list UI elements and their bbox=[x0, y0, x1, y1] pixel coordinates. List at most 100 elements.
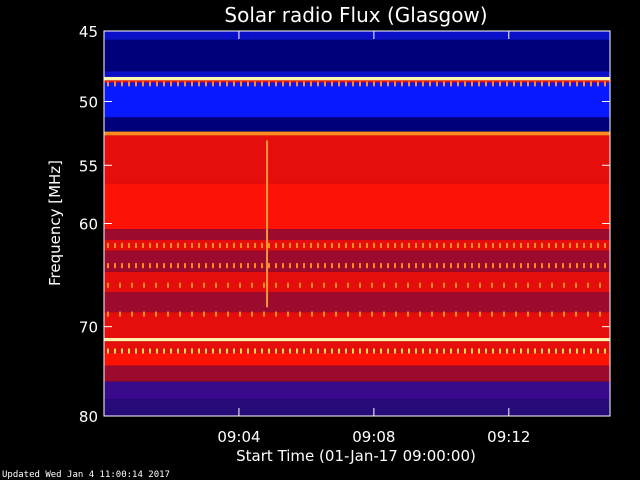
interference-mark bbox=[163, 348, 165, 354]
interference-mark bbox=[371, 282, 373, 288]
interference-row-4 bbox=[107, 311, 601, 317]
interference-mark bbox=[401, 263, 403, 269]
interference-mark bbox=[419, 282, 421, 288]
interference-mark bbox=[527, 311, 529, 317]
interference-mark bbox=[485, 263, 487, 269]
interference-mark bbox=[380, 263, 382, 269]
interference-mark bbox=[191, 242, 193, 248]
interference-mark bbox=[373, 81, 375, 87]
interference-mark bbox=[380, 81, 382, 87]
interference-mark bbox=[203, 311, 205, 317]
interference-mark bbox=[163, 81, 165, 87]
interference-mark bbox=[429, 81, 431, 87]
interference-mark bbox=[191, 282, 193, 288]
interference-mark bbox=[443, 263, 445, 269]
frequency-band-12 bbox=[104, 240, 610, 251]
interference-mark bbox=[303, 81, 305, 87]
interference-mark bbox=[299, 311, 301, 317]
interference-mark bbox=[597, 81, 599, 87]
interference-mark bbox=[520, 263, 522, 269]
frequency-band-21 bbox=[104, 381, 610, 400]
interference-mark bbox=[352, 81, 354, 87]
interference-mark bbox=[394, 348, 396, 354]
interference-mark bbox=[149, 263, 151, 269]
interference-mark bbox=[198, 242, 200, 248]
x-axis: 09:04 09:08 09:12 bbox=[217, 31, 530, 446]
interference-mark bbox=[198, 81, 200, 87]
interference-mark bbox=[380, 348, 382, 354]
interference-mark bbox=[407, 311, 409, 317]
interference-mark bbox=[555, 81, 557, 87]
interference-mark bbox=[464, 263, 466, 269]
interference-mark bbox=[587, 311, 589, 317]
interference-mark bbox=[114, 263, 116, 269]
interference-mark bbox=[387, 263, 389, 269]
interference-mark bbox=[562, 263, 564, 269]
frequency-band-18 bbox=[104, 341, 610, 353]
interference-mark bbox=[583, 348, 585, 354]
interference-mark bbox=[149, 81, 151, 87]
interference-mark bbox=[359, 263, 361, 269]
interference-mark bbox=[450, 263, 452, 269]
frequency-band-5 bbox=[104, 82, 610, 118]
interference-mark bbox=[163, 263, 165, 269]
interference-mark bbox=[184, 263, 186, 269]
interference-mark bbox=[205, 242, 207, 248]
interference-mark bbox=[347, 311, 349, 317]
interference-mark bbox=[323, 311, 325, 317]
y-tick-label: 50 bbox=[79, 94, 98, 112]
interference-mark bbox=[177, 263, 179, 269]
interference-mark bbox=[263, 311, 265, 317]
interference-mark bbox=[499, 348, 501, 354]
interference-mark bbox=[569, 348, 571, 354]
interference-mark bbox=[170, 348, 172, 354]
interference-mark bbox=[352, 348, 354, 354]
interference-row-1 bbox=[107, 242, 606, 248]
interference-mark bbox=[395, 282, 397, 288]
interference-mark bbox=[587, 282, 589, 288]
interference-mark bbox=[422, 81, 424, 87]
interference-mark bbox=[233, 263, 235, 269]
interference-mark bbox=[387, 348, 389, 354]
interference-mark bbox=[261, 263, 263, 269]
interference-mark bbox=[415, 348, 417, 354]
interference-mark bbox=[422, 263, 424, 269]
y-axis-label: Frequency [MHz] bbox=[46, 160, 64, 286]
updated-timestamp: Updated Wed Jan 4 11:00:14 2017 bbox=[2, 470, 170, 480]
interference-mark bbox=[503, 282, 505, 288]
frequency-band-7 bbox=[104, 131, 610, 136]
interference-mark bbox=[467, 311, 469, 317]
interference-mark bbox=[436, 242, 438, 248]
interference-mark bbox=[499, 263, 501, 269]
interference-mark bbox=[268, 263, 270, 269]
interference-mark bbox=[597, 242, 599, 248]
interference-mark bbox=[142, 81, 144, 87]
interference-mark bbox=[555, 242, 557, 248]
interference-mark bbox=[527, 242, 529, 248]
interference-mark bbox=[179, 311, 181, 317]
interference-mark bbox=[338, 81, 340, 87]
interference-mark bbox=[429, 348, 431, 354]
interference-mark bbox=[562, 348, 564, 354]
interference-mark bbox=[455, 282, 457, 288]
interference-mark bbox=[184, 348, 186, 354]
interference-mark bbox=[310, 263, 312, 269]
chart-title: Solar radio Flux (Glasgow) bbox=[224, 3, 487, 27]
interference-mark bbox=[226, 348, 228, 354]
interference-mark bbox=[156, 242, 158, 248]
interference-mark bbox=[492, 81, 494, 87]
interference-mark bbox=[107, 348, 109, 354]
interference-mark bbox=[335, 311, 337, 317]
interference-mark bbox=[394, 242, 396, 248]
interference-mark bbox=[239, 311, 241, 317]
interference-mark bbox=[128, 81, 130, 87]
interference-mark bbox=[471, 242, 473, 248]
interference-mark bbox=[240, 348, 242, 354]
interference-mark bbox=[478, 348, 480, 354]
frequency-band-6 bbox=[104, 117, 610, 132]
interference-mark bbox=[479, 311, 481, 317]
interference-mark bbox=[296, 81, 298, 87]
interference-mark bbox=[562, 242, 564, 248]
interference-mark bbox=[407, 282, 409, 288]
frequency-band-19 bbox=[104, 352, 610, 366]
